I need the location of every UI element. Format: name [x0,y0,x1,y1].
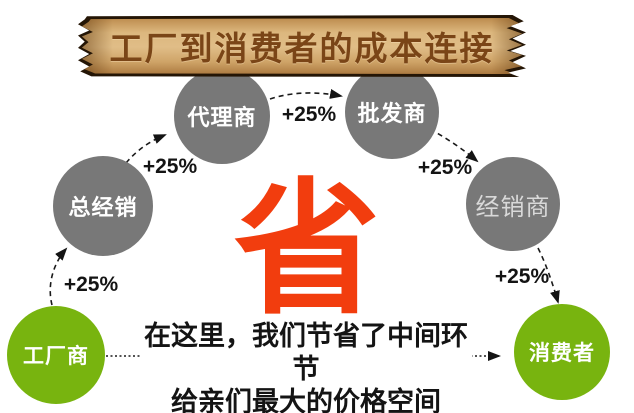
node-wholesaler-label: 批发商 [357,101,427,126]
markup-label-3: +25% [281,103,337,126]
node-consumer: 消费者 [514,304,610,400]
savings-character: 省 [234,168,380,331]
arrow-wholesaler-to-dealer-icon [429,128,479,163]
node-dealer: 经销商 [466,157,560,251]
arrow-factory-to-general-icon [49,247,68,306]
node-agent: 代理商 [174,68,270,164]
node-general-distributor: 总经销 [53,156,153,256]
markup-label-2: +25% [142,155,198,178]
node-consumer-label: 消费者 [529,342,595,365]
page-title: 工厂到消费者的成本连接 [109,30,495,67]
slogan-line-1: 在这里，我们节省了中间环节 [144,321,468,384]
banner-paper-texture [82,18,522,74]
node-agent-label: 代理商 [187,105,257,130]
node-dealer-label: 经销商 [475,193,551,221]
node-factory-label: 工厂商 [23,345,89,368]
slogan-line-2: 给亲们最大的价格空间 [171,387,441,413]
arrow-general-to-agent-icon [125,134,167,164]
title-banner: 工厂到消费者的成本连接 [78,15,526,77]
node-factory: 工厂商 [7,306,105,404]
node-general-distributor-label: 总经销 [68,195,138,220]
markup-label-1: +25% [63,273,119,296]
slogan-text: 在这里，我们节省了中间环节 给亲们最大的价格空间 [140,320,472,413]
node-wholesaler: 批发商 [345,65,439,159]
arrow-dealer-to-consumer-icon [537,247,560,304]
arrow-agent-to-wholesaler-icon [269,89,343,100]
markup-label-4: +25% [417,156,473,179]
markup-label-5: +25% [494,265,550,288]
